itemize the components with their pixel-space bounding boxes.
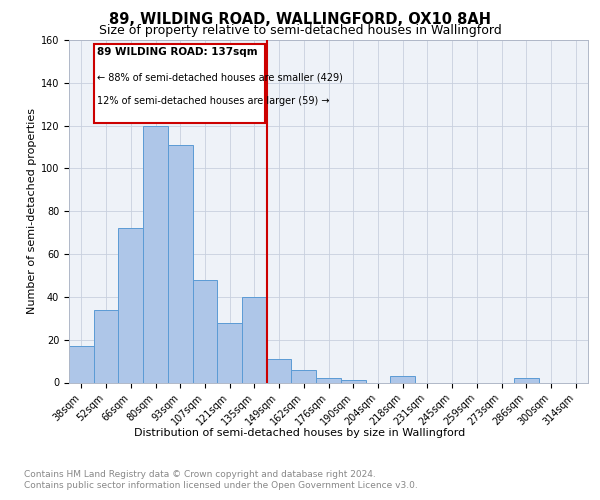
Y-axis label: Number of semi-detached properties: Number of semi-detached properties <box>26 108 37 314</box>
Text: 89, WILDING ROAD, WALLINGFORD, OX10 8AH: 89, WILDING ROAD, WALLINGFORD, OX10 8AH <box>109 12 491 28</box>
Bar <box>118 228 143 382</box>
Text: 89 WILDING ROAD: 137sqm: 89 WILDING ROAD: 137sqm <box>97 48 258 58</box>
Text: Contains public sector information licensed under the Open Government Licence v3: Contains public sector information licen… <box>24 481 418 490</box>
Text: 12% of semi-detached houses are larger (59) →: 12% of semi-detached houses are larger (… <box>97 96 330 106</box>
Bar <box>94 310 118 382</box>
Bar <box>341 380 365 382</box>
Bar <box>267 359 292 382</box>
Text: Distribution of semi-detached houses by size in Wallingford: Distribution of semi-detached houses by … <box>134 428 466 438</box>
Bar <box>390 376 415 382</box>
Bar <box>69 346 94 383</box>
Bar <box>316 378 341 382</box>
Text: ← 88% of semi-detached houses are smaller (429): ← 88% of semi-detached houses are smalle… <box>97 72 343 82</box>
Text: Contains HM Land Registry data © Crown copyright and database right 2024.: Contains HM Land Registry data © Crown c… <box>24 470 376 479</box>
Text: Size of property relative to semi-detached houses in Wallingford: Size of property relative to semi-detach… <box>98 24 502 37</box>
Bar <box>292 370 316 382</box>
Bar <box>143 126 168 382</box>
Bar <box>217 322 242 382</box>
Bar <box>193 280 217 382</box>
Bar <box>514 378 539 382</box>
FancyBboxPatch shape <box>94 44 265 124</box>
Bar <box>168 145 193 382</box>
Bar <box>242 297 267 382</box>
